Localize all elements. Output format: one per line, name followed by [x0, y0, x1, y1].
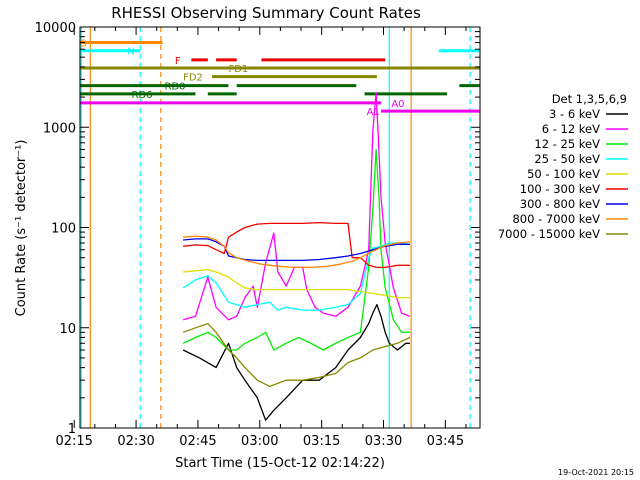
- series-line-7: [183, 235, 410, 269]
- series-line-0: [182, 303, 410, 421]
- flag-label-n: N: [127, 47, 134, 58]
- x-axis-label: Start Time (15-Oct-12 02:14:22): [175, 456, 385, 471]
- legend-label-8: 7000 - 15000 keV: [498, 227, 600, 241]
- legend-label-7: 800 - 7000 keV: [512, 212, 600, 226]
- legend-label-4: 50 - 100 keV: [527, 167, 600, 181]
- chart-title: RHESSI Observing Summary Count Rates: [111, 4, 421, 22]
- legend-title: Det 1,3,5,6,9: [552, 92, 627, 106]
- series-line-4: [183, 268, 410, 299]
- flag-label-rd0: RD0: [165, 82, 186, 93]
- x-tick-label-1: 02:30: [117, 434, 154, 449]
- legend-label-5: 100 - 300 keV: [520, 182, 600, 196]
- flag-label-a1: A1: [367, 107, 380, 118]
- x-tick-label-2: 02:45: [179, 434, 216, 449]
- series-line-8: [182, 322, 411, 388]
- y-tick-label-1: 10: [59, 322, 76, 337]
- series-line-1: [182, 92, 411, 321]
- flag-label-f: F: [175, 56, 181, 67]
- series-line-2: [182, 148, 410, 351]
- series-line-5: [183, 221, 410, 269]
- x-axis: 02:15 02:30 02:45 03:00 03:15 03:30 03:45: [55, 27, 467, 449]
- flag-label-fd1: FD1: [228, 64, 248, 75]
- legend-label-3: 25 - 50 keV: [534, 152, 600, 166]
- y-axis: 1 10 100 1000 10000: [35, 21, 480, 437]
- y-tick-label-3: 1000: [43, 121, 76, 136]
- footer-date: 19-Oct-2021 20:15: [558, 468, 634, 477]
- y-tick-label-2: 100: [51, 222, 76, 237]
- legend-label-2: 12 - 25 keV: [534, 137, 600, 151]
- x-tick-label-5: 03:30: [365, 434, 402, 449]
- x-tick-label-0: 02:15: [55, 434, 92, 449]
- series-line-3: [182, 242, 411, 311]
- legend-label-0: 3 - 6 keV: [549, 107, 600, 121]
- flag-label-a0: A0: [391, 99, 404, 110]
- x-tick-label-6: 03:45: [427, 434, 464, 449]
- legend-label-6: 300 - 800 keV: [520, 197, 600, 211]
- x-tick-label-4: 03:15: [303, 434, 340, 449]
- y-tick-label-4: 10000: [35, 21, 76, 36]
- flag-label-rd6: RD6: [132, 90, 153, 101]
- y-axis-label: Count Rate (s⁻¹ detector⁻¹): [14, 140, 29, 317]
- y-tick-label-0: 1: [68, 422, 76, 437]
- x-tick-label-3: 03:00: [241, 434, 278, 449]
- flag-label-fd2: FD2: [183, 73, 203, 84]
- series-line-6: [183, 238, 410, 262]
- flag-label-s: S: [80, 39, 86, 50]
- legend-label-1: 6 - 12 keV: [542, 122, 600, 136]
